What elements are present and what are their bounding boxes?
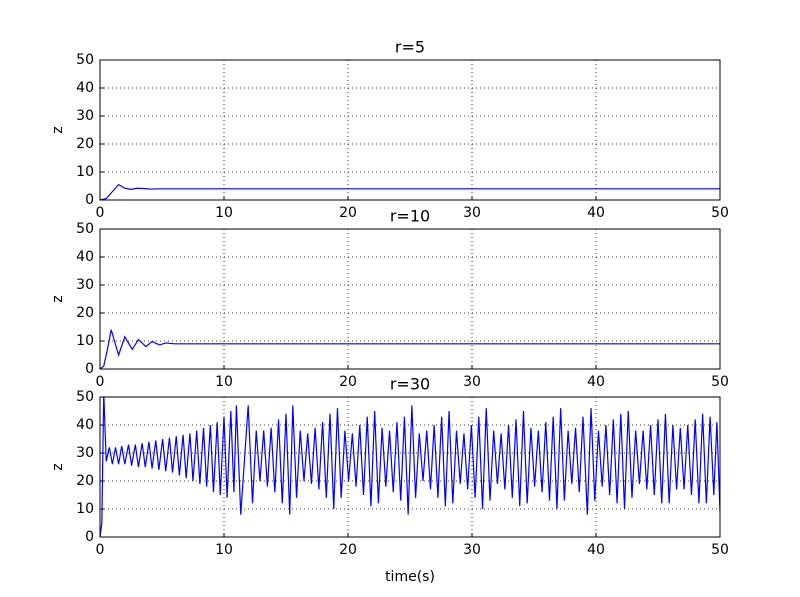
y-tick-label: 40 xyxy=(76,249,94,265)
subplot-title: r=10 xyxy=(390,207,430,226)
subplot-title: r=5 xyxy=(395,38,425,57)
x-tick-label: 30 xyxy=(463,374,481,390)
y-tick-label: 0 xyxy=(85,529,94,545)
y-axis-label: z xyxy=(50,463,66,470)
x-tick-label: 50 xyxy=(711,542,729,558)
x-tick-label: 10 xyxy=(215,205,233,221)
y-tick-label: 20 xyxy=(76,136,94,152)
y-tick-label: 10 xyxy=(76,333,94,349)
y-tick-label: 40 xyxy=(76,417,94,433)
x-tick-label: 40 xyxy=(587,542,605,558)
x-axis-label: time(s) xyxy=(385,569,435,585)
x-tick-label: 50 xyxy=(711,374,729,390)
y-tick-label: 30 xyxy=(76,277,94,293)
y-tick-label: 10 xyxy=(76,164,94,180)
x-tick-label: 0 xyxy=(96,542,105,558)
x-tick-label: 30 xyxy=(463,542,481,558)
y-tick-label: 30 xyxy=(76,445,94,461)
x-tick-label: 10 xyxy=(215,542,233,558)
x-tick-label: 40 xyxy=(587,205,605,221)
y-axis-label: z xyxy=(50,126,66,133)
x-tick-label: 10 xyxy=(215,374,233,390)
axes-frame xyxy=(99,228,721,370)
x-tick-label: 0 xyxy=(96,374,105,390)
y-tick-label: 0 xyxy=(85,192,94,208)
x-tick-label: 20 xyxy=(339,542,357,558)
y-tick-label: 40 xyxy=(76,80,94,96)
x-tick-label: 50 xyxy=(711,205,729,221)
axes-frame xyxy=(99,396,721,538)
x-tick-label: 30 xyxy=(463,205,481,221)
y-axis-label: z xyxy=(50,295,66,302)
data-line xyxy=(100,183,720,200)
axes-frame xyxy=(99,59,721,201)
data-line xyxy=(100,397,720,537)
subplot-title: r=30 xyxy=(390,375,430,394)
x-tick-label: 20 xyxy=(339,205,357,221)
y-tick-label: 20 xyxy=(76,473,94,489)
y-tick-label: 20 xyxy=(76,305,94,321)
y-tick-label: 50 xyxy=(76,221,94,237)
y-tick-label: 50 xyxy=(76,389,94,405)
y-tick-label: 30 xyxy=(76,108,94,124)
x-tick-label: 0 xyxy=(96,205,105,221)
y-tick-label: 10 xyxy=(76,501,94,517)
x-tick-label: 40 xyxy=(587,374,605,390)
data-line xyxy=(100,329,720,369)
y-tick-label: 0 xyxy=(85,361,94,377)
y-tick-label: 50 xyxy=(76,52,94,68)
x-tick-label: 20 xyxy=(339,374,357,390)
